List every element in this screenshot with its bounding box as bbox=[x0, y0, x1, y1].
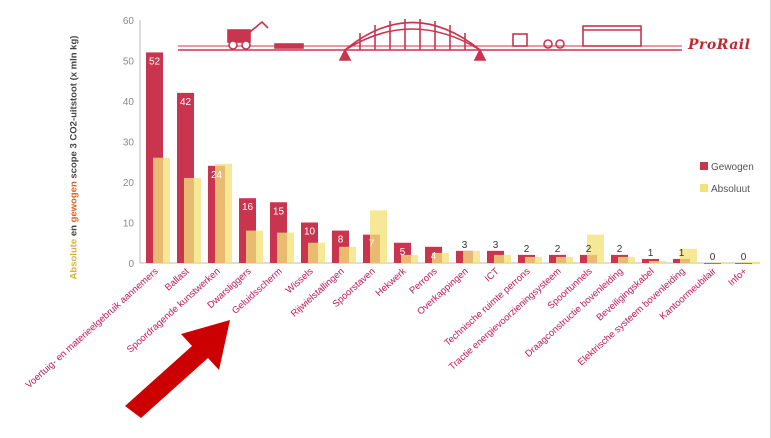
bar-absoluut bbox=[525, 256, 542, 263]
legend-swatch-absoluut bbox=[700, 184, 708, 192]
data-label: 2 bbox=[617, 244, 623, 255]
data-label: 24 bbox=[211, 170, 223, 181]
bar-absoluut bbox=[246, 230, 263, 263]
data-label: 8 bbox=[338, 235, 344, 246]
category-label: Tractie energievoorzieningsysteem bbox=[447, 266, 564, 373]
bar-absoluut bbox=[153, 157, 170, 263]
bar-absoluut bbox=[494, 254, 511, 263]
data-label: 7 bbox=[369, 239, 375, 250]
category-label: Info+ bbox=[726, 266, 750, 289]
category-label: Voertuig- en materieelgebruik aannemers bbox=[24, 266, 161, 391]
y-tick-label: 50 bbox=[123, 57, 135, 68]
bar-absoluut bbox=[556, 256, 573, 263]
data-label: 2 bbox=[524, 244, 530, 255]
bar-absoluut bbox=[742, 261, 759, 263]
bar-absoluut bbox=[277, 232, 294, 263]
y-tick-label: 0 bbox=[128, 259, 134, 270]
data-label: 2 bbox=[555, 244, 561, 255]
legend-swatch-gewogen bbox=[700, 162, 708, 170]
data-label: 1 bbox=[679, 248, 685, 259]
bar-absoluut bbox=[215, 163, 232, 263]
category-label: Hekwerk bbox=[374, 266, 409, 299]
data-label: 0 bbox=[741, 252, 747, 263]
y-tick-label: 10 bbox=[123, 219, 135, 230]
legend-label-absoluut: Absoluut bbox=[711, 184, 750, 195]
data-label: 16 bbox=[242, 202, 254, 213]
data-label: 3 bbox=[462, 240, 468, 251]
prorail-logo: ProRail bbox=[688, 37, 751, 53]
category-label: Rijwielstallingen bbox=[289, 266, 347, 319]
data-label: 15 bbox=[273, 206, 285, 217]
x-axis-labels: Voertuig- en materieelgebruik aannemers B… bbox=[24, 266, 750, 391]
y-axis-title: Absolute en gewogen scope 3 CO2-uitstoot… bbox=[69, 8, 80, 308]
bar-gewogen bbox=[704, 263, 721, 264]
data-label: 2 bbox=[586, 244, 592, 255]
data-label: 3 bbox=[493, 240, 499, 251]
legend: Gewogen Absoluut bbox=[700, 162, 754, 195]
data-label: 0 bbox=[710, 252, 716, 263]
bar-absoluut bbox=[463, 250, 480, 263]
data-label: 52 bbox=[149, 56, 161, 67]
bar-absoluut bbox=[587, 234, 604, 263]
y-axis-title-part-3: gewogen bbox=[68, 181, 80, 223]
bar-absoluut bbox=[711, 262, 728, 263]
bar-absoluut bbox=[184, 177, 201, 263]
y-axis-title-part-2: en bbox=[68, 222, 80, 239]
data-label: 1 bbox=[648, 248, 654, 259]
category-label: Ballast bbox=[163, 266, 192, 293]
red-arrow-icon bbox=[125, 320, 230, 418]
y-axis-title-part-4: scope 3 CO2-uitstoot (x mln kg) bbox=[68, 35, 80, 182]
legend-label-gewogen: Gewogen bbox=[711, 162, 754, 173]
y-axis-title-part-1: Absolute bbox=[68, 238, 80, 280]
category-label: ICT bbox=[483, 266, 502, 285]
y-tick-label: 40 bbox=[123, 97, 135, 108]
data-label: 10 bbox=[304, 227, 316, 238]
y-tick-label: 60 bbox=[123, 16, 135, 27]
y-tick-label: 20 bbox=[123, 178, 135, 189]
railway-bridge-illustration-icon bbox=[178, 19, 682, 61]
bar-absoluut bbox=[680, 248, 697, 263]
data-label: 42 bbox=[180, 97, 192, 108]
data-label: 5 bbox=[400, 247, 406, 258]
bar-absoluut bbox=[339, 246, 356, 263]
bar-absoluut bbox=[432, 252, 449, 263]
y-tick-label: 30 bbox=[123, 138, 135, 149]
bar-absoluut bbox=[308, 242, 325, 263]
bar-absoluut bbox=[618, 256, 635, 263]
category-label: Kantoormeubilair bbox=[658, 266, 719, 322]
bar-absoluut bbox=[649, 260, 666, 263]
bar-absoluut bbox=[401, 254, 418, 263]
bar-gewogen bbox=[735, 263, 752, 264]
data-label: 4 bbox=[431, 251, 437, 262]
bar-absoluut bbox=[370, 210, 387, 263]
